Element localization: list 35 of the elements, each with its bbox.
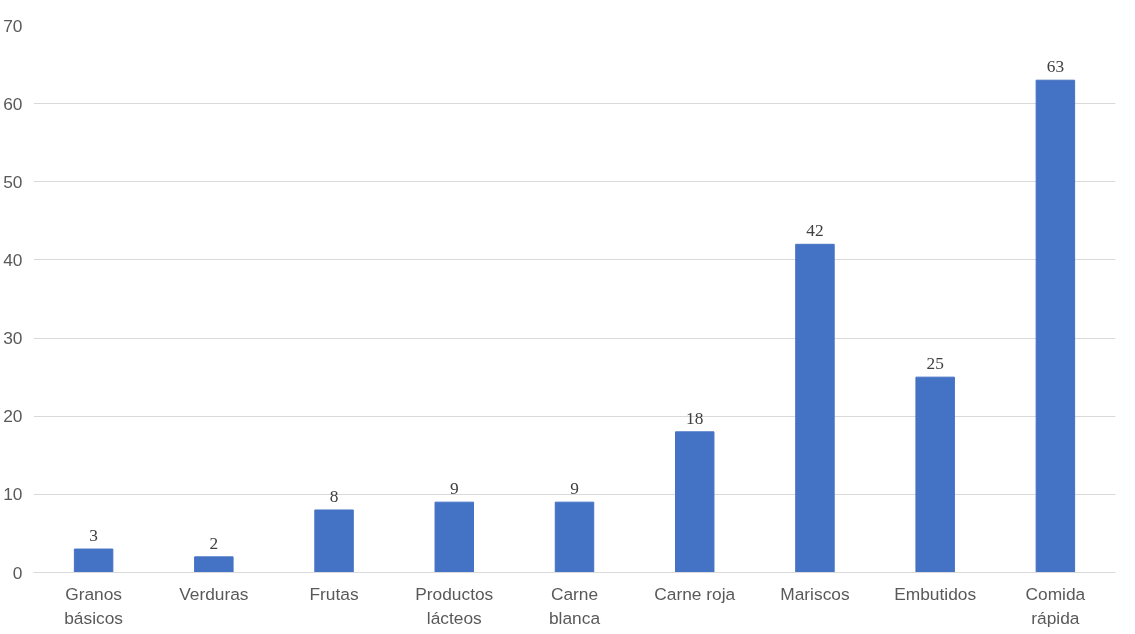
data-label: 9 — [570, 479, 579, 499]
x-tick-label: Carne blanca — [548, 583, 601, 628]
y-tick-label: 0 — [12, 562, 23, 583]
y-tick-label: 60 — [3, 93, 23, 114]
bar — [554, 501, 595, 573]
bar — [1035, 79, 1076, 573]
bar — [314, 509, 354, 573]
data-label: 8 — [329, 486, 339, 506]
x-tick-label: Verduras — [179, 583, 249, 604]
data-label: 2 — [209, 533, 219, 553]
y-tick-label: 70 — [3, 15, 23, 36]
x-tick-label: Embutidos — [894, 583, 977, 604]
x-tick-label: Carne roja — [654, 583, 736, 604]
data-label: 63 — [1046, 57, 1065, 77]
x-tick-label: Granos básicos — [64, 583, 124, 628]
bar — [795, 243, 835, 573]
data-label: 18 — [686, 408, 704, 428]
bar — [73, 548, 114, 573]
data-label: 9 — [449, 479, 459, 499]
y-tick-label: 50 — [3, 171, 23, 192]
bar — [194, 556, 234, 573]
data-label: 25 — [926, 354, 944, 374]
y-tick-label: 40 — [3, 249, 23, 270]
bar — [674, 431, 715, 573]
y-tick-label: 20 — [3, 406, 23, 427]
x-tick-label: Productos lácteos — [415, 583, 494, 628]
x-tick-label: Comida rápida — [1025, 583, 1086, 628]
data-label: 3 — [89, 526, 98, 546]
y-tick-label: 30 — [3, 328, 23, 349]
x-tick-label: Mariscos — [780, 583, 850, 604]
bar — [915, 376, 955, 573]
y-tick-label: 10 — [3, 484, 23, 505]
x-tick-label: Frutas — [309, 583, 359, 604]
bar — [434, 501, 475, 573]
data-label: 42 — [806, 221, 824, 241]
